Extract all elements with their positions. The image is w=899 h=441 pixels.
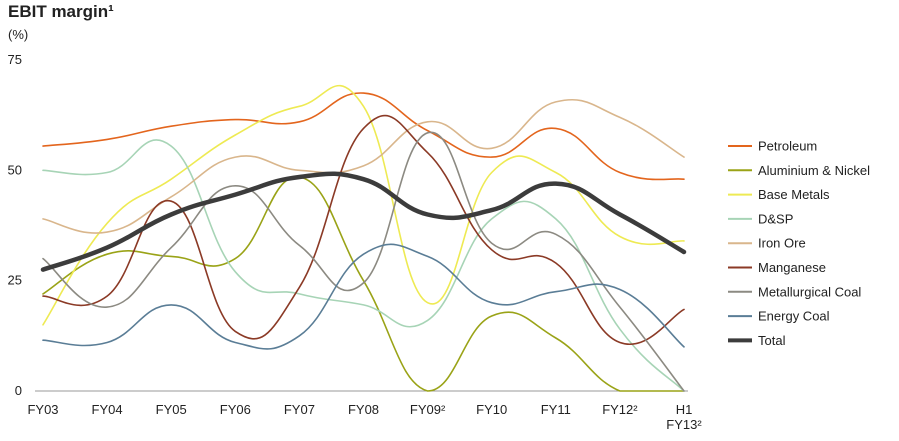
legend-label: Energy Coal xyxy=(758,309,830,324)
x-tick-label: FY12² xyxy=(602,402,638,417)
series-line-manganese xyxy=(42,114,685,346)
legend-item-d-sp: D&SP xyxy=(728,211,793,226)
legend-item-metallurgical-coal: Metallurgical Coal xyxy=(728,284,861,299)
legend-item-aluminium-nickel: Aluminium & Nickel xyxy=(728,163,870,178)
y-tick-label: 0 xyxy=(15,383,22,398)
legend-item-total: Total xyxy=(728,333,786,348)
legend-item-manganese: Manganese xyxy=(728,260,826,275)
legend-label: Metallurgical Coal xyxy=(758,284,861,299)
legend-item-base-metals: Base Metals xyxy=(728,187,830,202)
x-tick-label: FY11 xyxy=(541,402,571,417)
legend-label: Aluminium & Nickel xyxy=(758,163,870,178)
legend-item-petroleum: Petroleum xyxy=(728,139,817,154)
x-tick-label: FY06 xyxy=(220,402,251,417)
series-line-iron-ore xyxy=(42,98,685,234)
x-tick-label: FY04 xyxy=(92,402,123,417)
x-tick-label: FY10 xyxy=(476,402,507,417)
legend-label: Manganese xyxy=(758,260,826,275)
series-line-petroleum xyxy=(42,92,685,181)
x-tick-label: FY07 xyxy=(284,402,315,417)
x-tick-label: FY09² xyxy=(410,402,446,417)
series-line-metallurgical-coal xyxy=(42,131,685,392)
legend: Petroleum Aluminium & Nickel Base Metals D&… xyxy=(728,139,870,348)
series-line-d-sp xyxy=(42,139,685,392)
legend-item-iron-ore: Iron Ore xyxy=(728,236,806,251)
legend-label: Base Metals xyxy=(758,187,830,202)
series-line-aluminium-nickel xyxy=(42,176,685,392)
x-tick-label: FY05 xyxy=(156,402,187,417)
series-line-base-metals xyxy=(42,84,685,326)
legend-label: Iron Ore xyxy=(758,236,806,251)
chart-title: EBIT margin¹ xyxy=(8,2,114,21)
x-tick-label: FY13² xyxy=(666,417,702,432)
y-axis-unit: (%) xyxy=(8,27,29,42)
x-tick-label: FY08 xyxy=(348,402,379,417)
legend-label: D&SP xyxy=(758,211,793,226)
legend-label: Petroleum xyxy=(758,139,817,154)
series-line-energy-coal xyxy=(42,243,685,350)
series-layer xyxy=(40,84,687,392)
y-tick-label: 50 xyxy=(8,162,22,177)
x-tick-label: FY03 xyxy=(27,402,58,417)
legend-label: Total xyxy=(758,333,786,348)
legend-item-energy-coal: Energy Coal xyxy=(728,309,830,324)
y-tick-label: 25 xyxy=(8,273,22,288)
series-line-total xyxy=(40,171,687,272)
axes: 0 25 50 75 FY03 FY04 FY05 FY06 FY07 FY08 FY09² FY10… xyxy=(8,52,703,432)
y-tick-label: 75 xyxy=(8,52,22,67)
x-tick-label: H1 xyxy=(676,402,693,417)
